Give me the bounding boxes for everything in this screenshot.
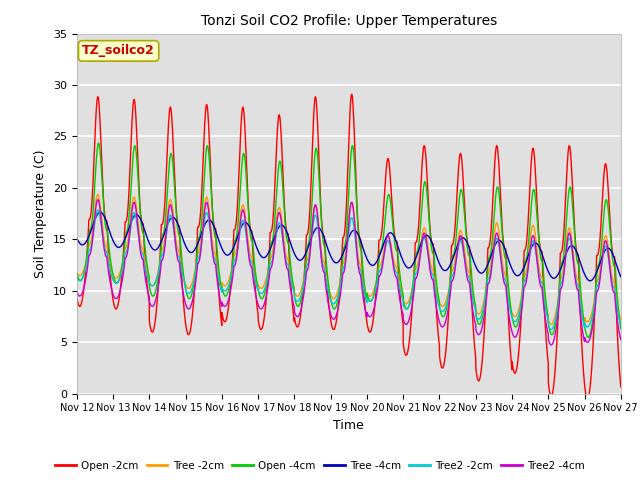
Legend: Open -2cm, Tree -2cm, Open -4cm, Tree -4cm, Tree2 -2cm, Tree2 -4cm: Open -2cm, Tree -2cm, Open -4cm, Tree -4… — [51, 456, 589, 475]
Title: Tonzi Soil CO2 Profile: Upper Temperatures: Tonzi Soil CO2 Profile: Upper Temperatur… — [201, 14, 497, 28]
Text: TZ_soilco2: TZ_soilco2 — [82, 44, 155, 58]
Y-axis label: Soil Temperature (C): Soil Temperature (C) — [35, 149, 47, 278]
X-axis label: Time: Time — [333, 419, 364, 432]
